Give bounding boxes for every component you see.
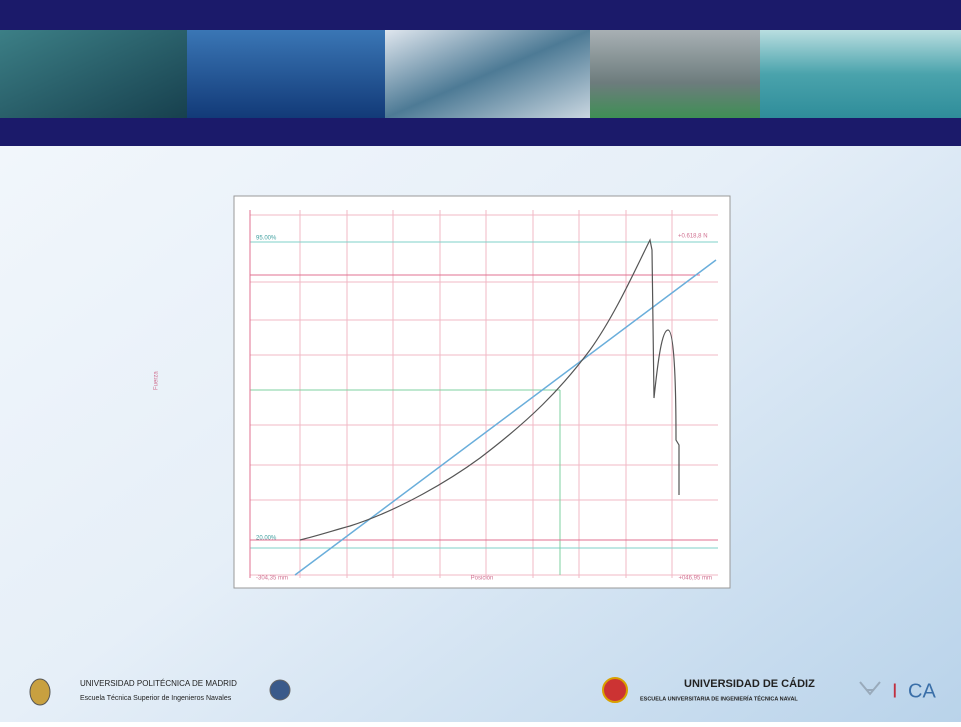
left-subtitle: Escuela Técnica Superior de Ingenieros N…: [80, 695, 232, 702]
lower-pct-label: 20.00%: [256, 536, 277, 542]
etsin-logo: [269, 679, 291, 701]
peak-label: +0.618,8 N: [678, 234, 708, 240]
chart-frame: [233, 195, 731, 589]
upm-logo: [29, 678, 51, 706]
y-axis-label: Fuerza: [154, 371, 160, 390]
force-curve: [299, 238, 680, 541]
top-band: [0, 0, 961, 30]
x-min-label: -304,35 mm: [256, 576, 288, 582]
grid: [250, 210, 718, 578]
uca-logo: [602, 677, 628, 703]
x-max-label: +046,95 mm: [678, 576, 712, 582]
upper-pct-label: 95.00%: [256, 236, 277, 242]
tangent-line: [294, 259, 717, 576]
right-title: UNIVERSIDAD DE CÁDIZ: [684, 677, 815, 690]
x-axis-label: Posición: [471, 576, 494, 582]
right-subtitle: ESCUELA UNIVERSITARIA DE INGENIERÍA TÉCN…: [640, 694, 798, 702]
bottom-band: [0, 118, 961, 146]
ica-i: I: [892, 680, 898, 702]
ica-ca: CA: [908, 680, 936, 702]
footer: UNIVERSIDAD POLITÉCNICA DE MADRID Escuel…: [29, 677, 936, 706]
photo-strip: [0, 30, 961, 118]
left-title: UNIVERSIDAD POLITÉCNICA DE MADRID: [80, 679, 237, 688]
ica-emblem: [859, 681, 881, 696]
chart-image: Fuerza Posición -304,35 mm +046,95 mm 95…: [154, 195, 731, 589]
